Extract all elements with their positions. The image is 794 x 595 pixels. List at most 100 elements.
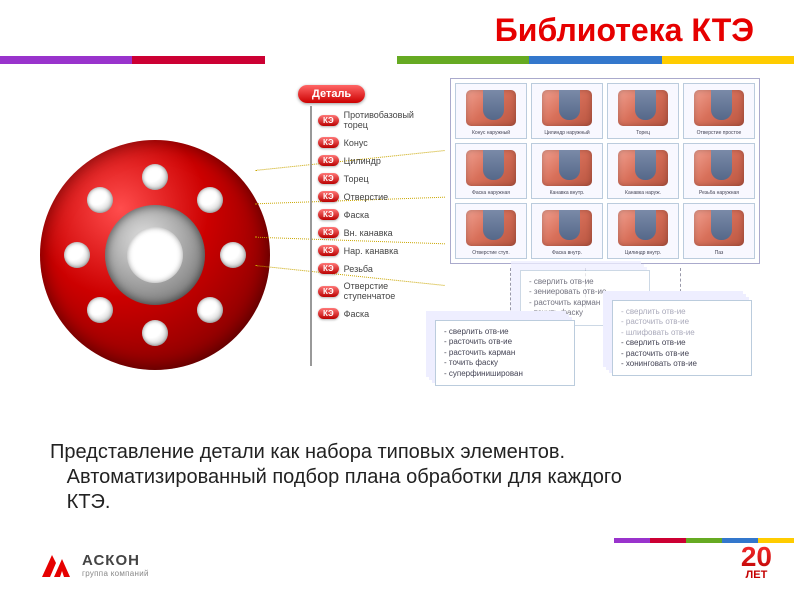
ke-badge: КЭ bbox=[318, 227, 339, 238]
tree-item-label: Фаска bbox=[344, 309, 370, 319]
flange-bolt bbox=[142, 164, 168, 190]
tree-item-label: Отверстие bbox=[344, 192, 388, 202]
thumb-cut bbox=[635, 90, 656, 120]
element-thumbnail-grid: Конус наружный Цилиндр наружный Торец Отвер… bbox=[450, 78, 760, 264]
process-step: - расточить карман bbox=[444, 348, 566, 358]
process-step: - хонинговать отв-ие bbox=[621, 359, 743, 369]
thumb-caption: Конус наружный bbox=[458, 130, 524, 136]
tree-item-label: Резьба bbox=[344, 264, 373, 274]
desc-line: КТЭ. bbox=[67, 491, 111, 513]
thumb-cut bbox=[711, 90, 732, 120]
tree-item: КЭ Конус bbox=[318, 137, 434, 148]
process-step: - шлифовать отв-ие bbox=[621, 328, 743, 338]
process-step: - суперфиниширован bbox=[444, 369, 566, 379]
tree-item-label: Торец bbox=[344, 174, 369, 184]
process-step: - точить фаску bbox=[444, 358, 566, 368]
ke-badge: КЭ bbox=[318, 173, 339, 184]
process-card: - сверлить отв-ие- расточить отв-ие- рас… bbox=[435, 320, 575, 386]
thumb-cut bbox=[711, 210, 732, 240]
description: Представление детали как набора типовых … bbox=[50, 440, 750, 515]
tree-root-node: Деталь bbox=[298, 85, 365, 103]
ke-badge: КЭ bbox=[318, 191, 339, 202]
thumb: Отверстие простое bbox=[683, 83, 755, 139]
ke-badge: КЭ bbox=[318, 286, 339, 297]
ke-badge: КЭ bbox=[318, 137, 339, 148]
thumb: Отверстие ступ. bbox=[455, 203, 527, 259]
process-step: - сверлить отв-ие bbox=[444, 327, 566, 337]
thumb: Торец bbox=[607, 83, 679, 139]
process-step: - сверлить отв-ие bbox=[529, 277, 641, 287]
anniv-stripe-seg bbox=[650, 538, 686, 543]
ke-badge: КЭ bbox=[318, 308, 339, 319]
process-step: - расточить отв-ие bbox=[621, 317, 743, 327]
connector-dashed bbox=[510, 268, 511, 320]
thumb-caption: Фаска внутр. bbox=[534, 250, 600, 256]
thumb-caption: Канавка внутр. bbox=[534, 190, 600, 196]
process-step: - расточить отв-ие bbox=[444, 337, 566, 347]
tree-item-label: Противобазовый торец bbox=[344, 110, 434, 130]
page-title: Библиотека КТЭ bbox=[495, 12, 754, 49]
tree-item-label: Вн. канавка bbox=[344, 228, 393, 238]
ascon-logo: АСКОН группа компаний bbox=[40, 551, 149, 579]
anniv-stripe-seg bbox=[614, 538, 650, 543]
process-step: - сверлить отв-ие bbox=[621, 307, 743, 317]
thumb: Фаска внутр. bbox=[531, 203, 603, 259]
flange-illustration bbox=[40, 140, 270, 370]
tree-item: КЭ Резьба bbox=[318, 263, 434, 274]
thumb: Канавка внутр. bbox=[531, 143, 603, 199]
anniv-stripe-seg bbox=[686, 538, 722, 543]
stripe-seg bbox=[662, 56, 794, 64]
thumb: Канавка наруж. bbox=[607, 143, 679, 199]
thumb: Цилиндр внутр. bbox=[607, 203, 679, 259]
ke-badge: КЭ bbox=[318, 263, 339, 274]
ke-badge: КЭ bbox=[318, 115, 339, 126]
tree-item: КЭ Фаска bbox=[318, 308, 434, 319]
thumb-cut bbox=[635, 210, 656, 240]
stripe-seg bbox=[0, 56, 132, 64]
stripe-seg bbox=[132, 56, 264, 64]
flange-bolt bbox=[87, 187, 113, 213]
process-card: - сверлить отв-ие- расточить отв-ие- шли… bbox=[612, 300, 752, 376]
thumb-caption: Фаска наружная bbox=[458, 190, 524, 196]
thumb: Фаска наружная bbox=[455, 143, 527, 199]
ke-badge: КЭ bbox=[318, 245, 339, 256]
thumb: Цилиндр наружный bbox=[531, 83, 603, 139]
stripe-seg bbox=[397, 56, 529, 64]
desc-line: Автоматизированный подбор плана обработк… bbox=[67, 466, 622, 488]
process-step: - расточить отв-ие bbox=[621, 349, 743, 359]
tree-item: КЭ Отверстие ступенчатое bbox=[318, 281, 434, 301]
tree-item-label: Нар. канавка bbox=[344, 246, 399, 256]
thumb-cut bbox=[559, 150, 580, 180]
thumb: Паз bbox=[683, 203, 755, 259]
tree-item-label: Цилиндр bbox=[344, 156, 381, 166]
ke-badge: КЭ bbox=[318, 155, 339, 166]
flange-bolt bbox=[220, 242, 246, 268]
tree-item-label: Фаска bbox=[344, 210, 370, 220]
process-step: - зениеровать отв-ие bbox=[529, 287, 641, 297]
flange-bolt bbox=[197, 187, 223, 213]
tree-item-label: Конус bbox=[344, 138, 368, 148]
logo-text: АСКОН bbox=[82, 552, 149, 569]
tree-item: КЭ Вн. канавка bbox=[318, 227, 434, 238]
thumb-caption: Канавка наруж. bbox=[610, 190, 676, 196]
thumb-caption: Отверстие ступ. bbox=[458, 250, 524, 256]
anniversary-badge: 20 ЛЕТ bbox=[741, 541, 772, 581]
tree-item-label: Отверстие ступенчатое bbox=[344, 281, 434, 301]
flange-bolt bbox=[64, 242, 90, 268]
thumb-caption: Торец bbox=[610, 130, 676, 136]
thumb-cut bbox=[483, 150, 504, 180]
thumb-cut bbox=[635, 150, 656, 180]
thumb-cut bbox=[483, 90, 504, 120]
tree-item: КЭ Противобазовый торец bbox=[318, 110, 434, 130]
stripe-seg bbox=[529, 56, 661, 64]
thumb-cut bbox=[559, 90, 580, 120]
flange-hub bbox=[127, 227, 183, 283]
thumb: Резьба наружная bbox=[683, 143, 755, 199]
tree-item: КЭ Отверстие bbox=[318, 191, 434, 202]
thumb-cut bbox=[483, 210, 504, 240]
flange-bolt bbox=[87, 297, 113, 323]
process-step: - сверлить отв-ие bbox=[621, 338, 743, 348]
thumb-cut bbox=[711, 150, 732, 180]
thumb: Конус наружный bbox=[455, 83, 527, 139]
ke-badge: КЭ bbox=[318, 209, 339, 220]
